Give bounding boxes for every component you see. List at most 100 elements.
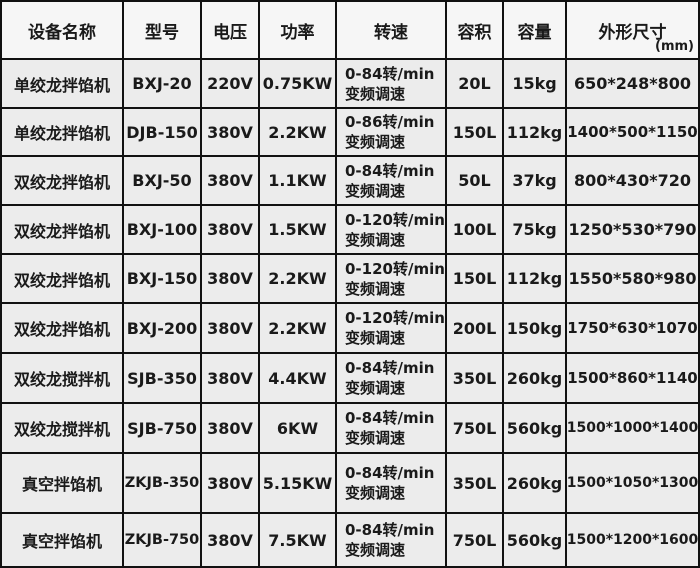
speed-line: 0-86转/min bbox=[345, 113, 435, 131]
table-cell: 220V bbox=[202, 60, 258, 107]
table-cell: 15kg bbox=[504, 60, 565, 107]
table-cell: 37kg bbox=[504, 157, 565, 204]
header-cell: 功率 bbox=[260, 2, 335, 58]
table-cell: 150L bbox=[447, 109, 502, 155]
speed-line: 0-84转/min bbox=[345, 359, 435, 377]
table-cell: 380V bbox=[202, 514, 258, 566]
table-cell: 75kg bbox=[504, 206, 565, 253]
table-cell: 380V bbox=[202, 255, 258, 302]
speed-line: 变频调速 bbox=[345, 181, 406, 200]
table-cell: 6KW bbox=[260, 404, 335, 452]
table-cell: 1.1KW bbox=[260, 157, 335, 204]
table-cell: 380V bbox=[202, 157, 258, 204]
table-cell: 650*248*800 bbox=[567, 60, 698, 107]
table-cell: 350L bbox=[447, 454, 502, 512]
header-cell: 容量 bbox=[504, 2, 565, 58]
table-cell: 1500*1000*1400 bbox=[567, 404, 698, 452]
table-cell: 380V bbox=[202, 206, 258, 253]
speed-line: 0-84转/min bbox=[345, 464, 435, 482]
table-cell: DJB-150 bbox=[124, 109, 200, 155]
table-cell: 真空拌馅机 bbox=[2, 454, 122, 512]
speed-cell: 0-84转/min 变频调速 bbox=[337, 454, 445, 512]
table-cell: 380V bbox=[202, 454, 258, 512]
speed-line: 0-120转/min bbox=[345, 259, 445, 278]
table-cell: 560kg bbox=[504, 404, 565, 452]
table-cell: 双绞龙拌馅机 bbox=[2, 304, 122, 352]
table-cell: BXJ-50 bbox=[124, 157, 200, 204]
header-cell: 电压 bbox=[202, 2, 258, 58]
speed-line: 变频调速 bbox=[345, 84, 406, 103]
table-cell: 800*430*720 bbox=[567, 157, 698, 204]
header-cell: 外形尺寸 (mm) bbox=[567, 2, 698, 58]
speed-cell: 0-120转/min 变频调速 bbox=[337, 206, 445, 253]
table-cell: 1400*500*1150 bbox=[567, 109, 698, 155]
table-cell: 750L bbox=[447, 514, 502, 566]
table-cell: 2.2KW bbox=[260, 109, 335, 155]
speed-line: 变频调速 bbox=[345, 379, 406, 397]
table-cell: 380V bbox=[202, 354, 258, 402]
table-cell: 112kg bbox=[504, 255, 565, 302]
header-cell: 容积 bbox=[447, 2, 502, 58]
header-cell: 设备名称 bbox=[2, 2, 122, 58]
table-cell: ZKJB-350 bbox=[124, 454, 200, 512]
speed-cell: 0-84转/min 变频调速 bbox=[337, 514, 445, 566]
table-cell: 560kg bbox=[504, 514, 565, 566]
table-cell: 380V bbox=[202, 109, 258, 155]
table-cell: BXJ-20 bbox=[124, 60, 200, 107]
table-cell: SJB-750 bbox=[124, 404, 200, 452]
table-cell: 1750*630*1070 bbox=[567, 304, 698, 352]
table-cell: 双绞龙拌馅机 bbox=[2, 255, 122, 302]
speed-cell: 0-86转/min 变频调速 bbox=[337, 109, 445, 155]
table-cell: 350L bbox=[447, 354, 502, 402]
table-cell: 单绞龙拌馅机 bbox=[2, 109, 122, 155]
table-cell: 150kg bbox=[504, 304, 565, 352]
table-cell: 1500*1050*1300 bbox=[567, 454, 698, 512]
table-cell: 2.2KW bbox=[260, 255, 335, 302]
header-cell: 转速 bbox=[337, 2, 445, 58]
table-cell: 7.5KW bbox=[260, 514, 335, 566]
table-cell: BXJ-150 bbox=[124, 255, 200, 302]
speed-line: 变频调速 bbox=[345, 484, 406, 502]
speed-line: 变频调速 bbox=[345, 279, 406, 298]
table-cell: 1550*580*980 bbox=[567, 255, 698, 302]
speed-cell: 0-84转/min 变频调速 bbox=[337, 157, 445, 204]
table-cell: 100L bbox=[447, 206, 502, 253]
table-cell: 真空拌馅机 bbox=[2, 514, 122, 566]
speed-line: 变频调速 bbox=[345, 541, 406, 559]
unit-label: (mm) bbox=[655, 39, 694, 54]
speed-line: 变频调速 bbox=[345, 329, 406, 347]
table-cell: 380V bbox=[202, 304, 258, 352]
table-cell: 1500*860*1140 bbox=[567, 354, 698, 402]
speed-cell: 0-84转/min 变频调速 bbox=[337, 354, 445, 402]
table-cell: 1.5KW bbox=[260, 206, 335, 253]
header-cell: 型号 bbox=[124, 2, 200, 58]
table-cell: 5.15KW bbox=[260, 454, 335, 512]
table-cell: 112kg bbox=[504, 109, 565, 155]
table-cell: 20L bbox=[447, 60, 502, 107]
table-cell: 260kg bbox=[504, 454, 565, 512]
table-cell: 4.4KW bbox=[260, 354, 335, 402]
speed-line: 变频调速 bbox=[345, 429, 406, 447]
speed-line: 0-84转/min bbox=[345, 409, 435, 427]
table-cell: 1250*530*790 bbox=[567, 206, 698, 253]
table-cell: 150L bbox=[447, 255, 502, 302]
table-cell: 50L bbox=[447, 157, 502, 204]
table-cell: 1500*1200*1600 bbox=[567, 514, 698, 566]
table-cell: BXJ-100 bbox=[124, 206, 200, 253]
speed-line: 0-84转/min bbox=[345, 521, 435, 539]
speed-line: 变频调速 bbox=[345, 230, 406, 249]
speed-line: 0-120转/min bbox=[345, 210, 445, 229]
table-cell: 单绞龙拌馅机 bbox=[2, 60, 122, 107]
table-cell: BXJ-200 bbox=[124, 304, 200, 352]
speed-cell: 0-120转/min 变频调速 bbox=[337, 304, 445, 352]
table-cell: 双绞龙拌馅机 bbox=[2, 157, 122, 204]
table-cell: 双绞龙搅拌机 bbox=[2, 404, 122, 452]
table-cell: 0.75KW bbox=[260, 60, 335, 107]
speed-cell: 0-84转/min 变频调速 bbox=[337, 60, 445, 107]
table-cell: 双绞龙拌馅机 bbox=[2, 206, 122, 253]
table-cell: 380V bbox=[202, 404, 258, 452]
speed-line: 0-120转/min bbox=[345, 309, 445, 327]
speed-cell: 0-120转/min 变频调速 bbox=[337, 255, 445, 302]
table-cell: 双绞龙搅拌机 bbox=[2, 354, 122, 402]
